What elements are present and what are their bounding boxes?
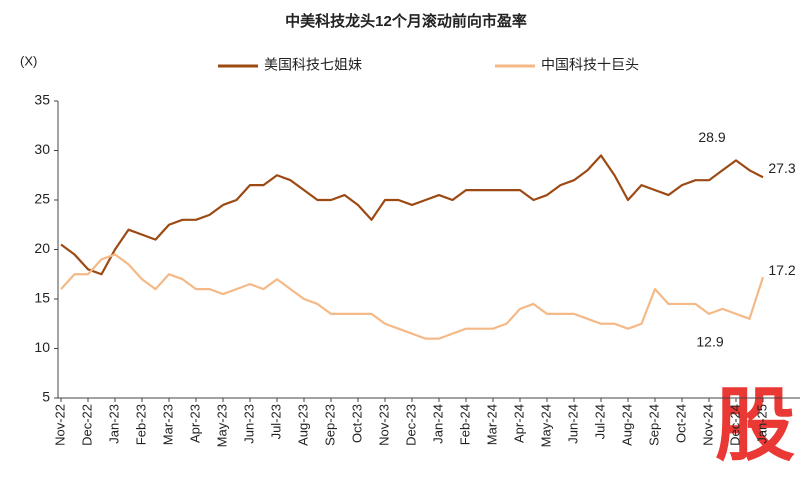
x-tick-label: Apr-23 — [187, 404, 202, 443]
x-tick-label: Jun-24 — [565, 404, 580, 444]
x-tick-label: Aug-24 — [619, 404, 634, 446]
y-tick-label: 5 — [42, 389, 50, 405]
annotation: 12.9 — [696, 333, 723, 349]
x-tick-label: Jul-24 — [592, 404, 607, 439]
x-tick-label: Oct-24 — [673, 404, 688, 443]
x-tick-label: Feb-23 — [133, 404, 148, 445]
legend-label: 美国科技七姐妹 — [264, 57, 362, 73]
x-tick-label: Nov-24 — [700, 404, 715, 446]
chart-title: 中美科技龙头12个月滚动前向市盈率 — [285, 12, 527, 30]
x-tick-label: Nov-22 — [52, 404, 67, 446]
y-tick-label: 15 — [34, 290, 50, 306]
x-tick-label: Nov-23 — [376, 404, 391, 446]
annotation: 17.2 — [768, 262, 795, 278]
y-tick-label: 20 — [34, 240, 50, 256]
y-unit: (X) — [20, 53, 37, 68]
series-line — [60, 154, 764, 276]
x-tick-label: May-24 — [538, 404, 553, 447]
x-tick-label: Mar-23 — [160, 404, 175, 445]
x-tick-label: Mar-24 — [484, 404, 499, 445]
x-tick-label: Jan-25 — [754, 404, 769, 444]
legend-label: 中国科技十巨头 — [541, 57, 639, 73]
annotation: 27.3 — [768, 160, 795, 176]
x-tick-label: Jun-23 — [241, 404, 256, 444]
y-tick-label: 35 — [34, 92, 50, 108]
y-tick-label: 30 — [34, 141, 50, 157]
x-tick-label: Dec-23 — [403, 404, 418, 446]
x-tick-label: Feb-24 — [457, 404, 472, 445]
x-tick-label: Oct-23 — [349, 404, 364, 443]
x-tick-label: Aug-23 — [295, 404, 310, 446]
x-tick-label: Dec-22 — [79, 404, 94, 446]
series-line — [60, 253, 765, 340]
x-tick-label: Apr-24 — [511, 404, 526, 443]
x-tick-label: Jul-23 — [268, 404, 283, 439]
watermark: 股 — [715, 381, 795, 470]
x-tick-label: Sep-23 — [322, 404, 337, 446]
x-tick-label: Jan-23 — [106, 404, 121, 444]
y-tick-label: 10 — [34, 339, 50, 355]
x-tick-label: Sep-24 — [646, 404, 661, 446]
x-tick-label: Jan-24 — [430, 404, 445, 444]
annotation: 28.9 — [698, 129, 725, 145]
y-tick-label: 25 — [34, 191, 50, 207]
x-tick-label: May-23 — [214, 404, 229, 447]
x-tick-label: Dec-24 — [727, 404, 742, 446]
